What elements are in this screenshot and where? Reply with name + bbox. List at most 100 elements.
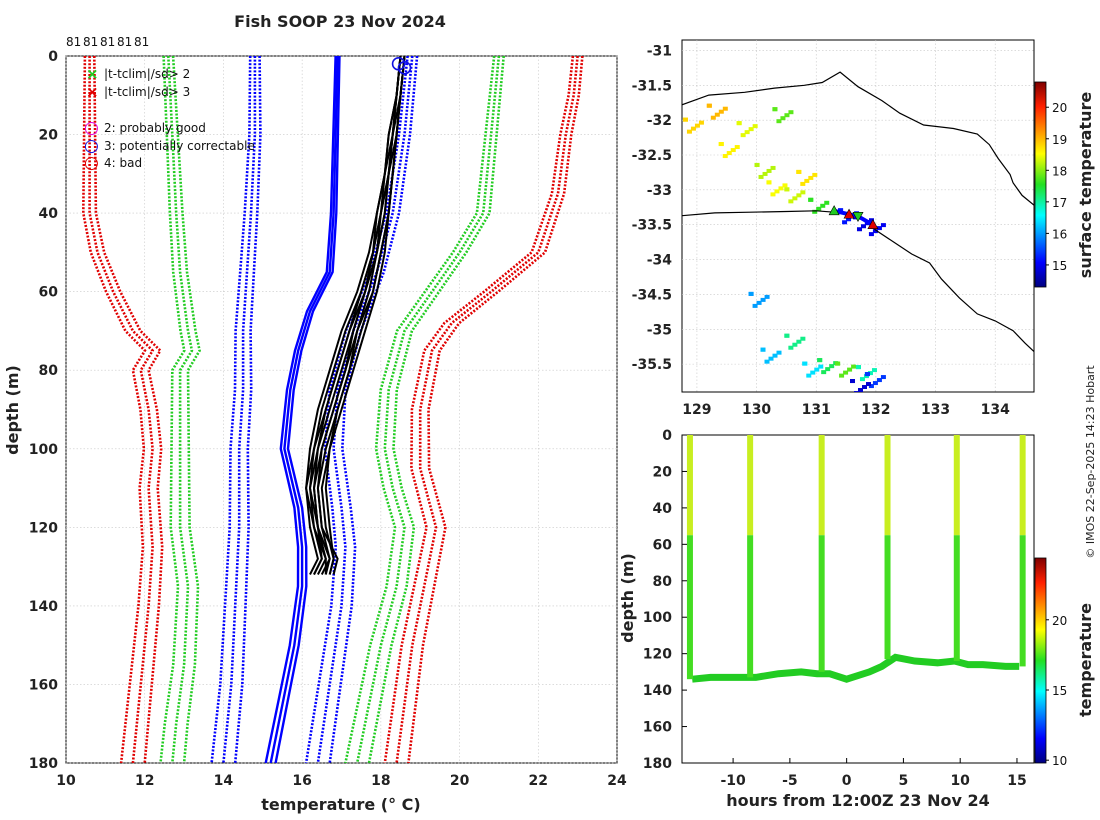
surface-cell-19: [760, 347, 766, 352]
series-line-2-0: [210, 56, 252, 763]
profile-ytick-label: 120: [29, 520, 58, 536]
profile-ytick-label: 180: [29, 756, 58, 772]
surface-cell-6: [796, 193, 802, 198]
profile-line-4: [305, 56, 402, 575]
top-count-5: 81: [134, 35, 149, 49]
profile-ytick-label: 160: [29, 677, 58, 693]
map-xtick-label: 130: [742, 402, 771, 418]
map-ytick-label: -34: [647, 253, 673, 269]
top-count-1: 81: [66, 35, 81, 49]
surface-cell-14: [817, 358, 823, 363]
profile-ytick-label: 40: [39, 206, 59, 222]
series-line-0-0: [264, 56, 337, 763]
surface-cell-3: [740, 133, 746, 138]
surface-cell-12: [868, 232, 874, 237]
section-ytick-label: 120: [643, 647, 672, 663]
surface-cell-4: [758, 174, 764, 179]
cast-upper-2: [818, 435, 825, 536]
cast-lower-1: [747, 535, 754, 678]
surface-cell-9: [824, 200, 830, 205]
surface-cell-1: [714, 112, 720, 117]
series-line-1-0: [304, 56, 409, 763]
profile-ytick-label: 140: [29, 599, 58, 615]
surface-cell-17: [876, 378, 882, 383]
map-xtick-label: 131: [802, 402, 831, 418]
profile-ytick-label: 0: [48, 49, 58, 65]
series-line-0-1: [269, 56, 339, 763]
series-line-6-1: [88, 56, 155, 763]
series-line-5-1: [395, 56, 579, 763]
map-panel: 129 130 131 132 133 134 -31 -31.5 -32 -32.5 -33 -33…: [632, 39, 1095, 418]
surface-cell-18: [858, 388, 863, 392]
surface-cell-21: [760, 297, 766, 302]
series-line-3-2: [367, 56, 505, 763]
surface-cell-5: [774, 189, 780, 194]
surface-cell-7: [808, 175, 814, 180]
surface-cell-18: [866, 382, 871, 387]
surface-cell-5: [782, 183, 788, 188]
map-colorbar-label: surface temperature: [1076, 92, 1095, 279]
profile-xtick-label: 12: [135, 773, 154, 789]
track-marker-1: [843, 208, 855, 219]
map-ytick-label: -34.5: [632, 287, 672, 303]
top-count-2: 81: [83, 35, 98, 49]
map-content: [682, 71, 1034, 392]
profile-xtick-label: 14: [214, 773, 234, 789]
section-ytick-label: 40: [653, 501, 673, 517]
surface-cell-14: [825, 367, 831, 372]
surface-cell-17: [864, 372, 870, 377]
section-colorbar: [1034, 557, 1047, 764]
section-xtick-label: -10: [720, 773, 746, 789]
profile-legend: × |t-tclim|/sd> 2 × |t-tclim|/sd> 3 ○ 2:…: [84, 65, 255, 173]
surface-cell-17: [880, 375, 886, 380]
surface-cell-8: [788, 110, 794, 115]
legend-marker-qc3: ○: [84, 136, 99, 156]
profile-line-6: [316, 56, 402, 575]
section-ytick-label: 0: [662, 428, 672, 444]
surface-cell-3: [744, 130, 750, 135]
profile-xtick-label: 22: [529, 773, 548, 789]
series-line-6-2: [93, 56, 164, 763]
surface-cell-19: [764, 359, 770, 364]
series-line-6-0: [81, 56, 147, 763]
surface-cell-18: [850, 379, 855, 384]
surface-cell-19: [772, 353, 778, 358]
surface-cell-15: [835, 361, 841, 366]
surface-cell-11: [860, 224, 866, 229]
series-line-2-2: [233, 56, 262, 763]
surface-cell-6: [792, 196, 798, 201]
surface-cell-3: [736, 121, 742, 126]
section-colorbar-label: temperature: [1076, 603, 1095, 717]
series-line-4-0: [159, 56, 186, 763]
surface-cell-15: [843, 370, 849, 375]
surface-cell-1: [718, 109, 724, 114]
surface-cell-1: [706, 103, 712, 108]
map-xtick-label: 133: [921, 402, 950, 418]
bottom-trace: [691, 653, 1020, 683]
surface-cell-13: [802, 361, 808, 366]
map-colorbar-tick-label: 15: [1052, 259, 1067, 273]
surface-cell-12: [880, 223, 886, 228]
map-colorbar-ticks: 15 16 17 18 19 20: [1046, 101, 1067, 273]
section-ylabel: depth (m): [618, 553, 637, 643]
map-ytick-label: -31: [647, 43, 672, 59]
cast-lower-3: [884, 535, 891, 660]
surface-cell-14: [829, 364, 835, 369]
cast-lower-4: [953, 535, 960, 661]
profile-xtick-label: 24: [607, 773, 627, 789]
surface-cell-4: [770, 165, 776, 170]
surface-cell-20: [784, 333, 790, 338]
surface-cell-2: [734, 145, 740, 150]
section-xtick-label: 0: [842, 773, 852, 789]
profile-xtick-label: 20: [450, 773, 470, 789]
profile-series: [81, 56, 584, 763]
section-colorbar-tick-label: 15: [1052, 684, 1067, 698]
surface-cell-15: [851, 364, 857, 369]
surface-cell-5: [766, 180, 772, 185]
surface-cell-12: [872, 229, 878, 234]
track-marker-3: [867, 219, 879, 230]
map-xtick-label: 132: [861, 402, 890, 418]
profile-ytick-label: 100: [29, 442, 58, 458]
legend-label-sd3: |t-tclim|/sd> 3: [104, 85, 190, 99]
